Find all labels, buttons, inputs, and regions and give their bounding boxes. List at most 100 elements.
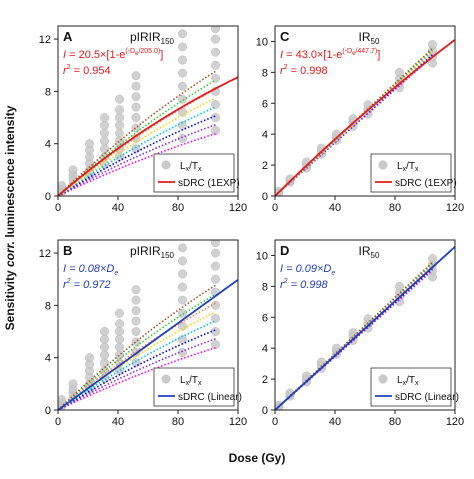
panel-title: pIRIR150 (130, 244, 175, 260)
data-point (85, 139, 94, 149)
fit-line (58, 76, 238, 196)
data-point (131, 306, 141, 316)
data-point (131, 316, 141, 326)
data-point (211, 26, 220, 34)
fit-r-squared: r2 = 0.998 (280, 64, 328, 77)
data-point (115, 334, 124, 344)
legend-fit-label: sDRC (1EXP) (395, 178, 457, 189)
x-tick-label: 0 (55, 202, 61, 214)
data-point (178, 256, 187, 266)
x-axis-label: Dose (Gy) (229, 451, 286, 465)
data-point (178, 42, 187, 52)
panel-letter: C (280, 29, 290, 44)
data-point (178, 308, 187, 318)
data-point (178, 29, 187, 39)
plot-area (275, 39, 455, 196)
aliquot-curve (58, 124, 216, 196)
data-point (131, 92, 141, 102)
data-point (131, 71, 141, 81)
y-tick-label: 12 (39, 34, 51, 46)
panel-letter: B (63, 243, 72, 258)
fit-equation: I = 20.5×[1-e(-De/205.0)] (63, 48, 163, 61)
data-point (115, 128, 124, 138)
data-point (178, 68, 187, 78)
x-tick-label: 0 (272, 416, 278, 428)
legend-box (370, 153, 452, 193)
data-point (68, 165, 78, 175)
data-point (211, 47, 220, 57)
aliquot-curve (58, 70, 216, 196)
data-point (58, 395, 67, 404)
data-point (428, 40, 437, 49)
legend-point-marker (161, 374, 171, 384)
plot-area (275, 246, 455, 410)
data-point (115, 105, 124, 115)
aliquot-curve (58, 88, 216, 196)
data-point (178, 295, 187, 305)
data-point (100, 327, 109, 336)
x-tick-label: 80 (389, 202, 401, 214)
legend-box (153, 367, 235, 407)
data-point (211, 126, 220, 136)
data-point (131, 113, 141, 122)
plot-frame (274, 25, 456, 197)
data-point (211, 34, 220, 44)
data-point (100, 128, 109, 138)
legend-box (153, 153, 235, 193)
data-point (68, 379, 78, 389)
aliquot-curve (58, 302, 216, 410)
x-tick-label: 120 (229, 202, 247, 214)
data-point (115, 308, 124, 318)
y-tick-label: 8 (45, 86, 51, 98)
x-tick-label: 40 (112, 202, 124, 214)
y-tick-label: 4 (45, 353, 51, 365)
data-point (58, 181, 67, 190)
data-point (100, 136, 109, 146)
data-point (115, 342, 124, 352)
aliquot-curve (58, 329, 216, 410)
data-point (178, 282, 187, 292)
data-point (211, 113, 220, 122)
y-tick-label: 0 (45, 405, 51, 417)
data-point (115, 94, 124, 104)
y-tick-label: 2 (262, 160, 268, 172)
legend-fit-label: sDRC (Linear) (178, 392, 242, 403)
y-tick-label: 4 (45, 139, 51, 151)
legend-points-label: Lx/Tx (397, 161, 419, 173)
x-tick-label: 80 (172, 202, 184, 214)
aliquot-curve (58, 79, 216, 196)
data-point (100, 350, 109, 360)
aliquot-curve (58, 338, 216, 410)
data-point (131, 285, 141, 295)
y-tick-label: 6 (262, 98, 268, 110)
data-point (100, 120, 109, 130)
data-point (100, 334, 109, 344)
aliquot-curve (58, 106, 216, 196)
data-point (85, 353, 94, 363)
y-tick-label: 0 (262, 405, 268, 417)
aliquot-curve (58, 115, 216, 196)
aliquot-curve (58, 346, 216, 410)
x-tick-label: 80 (172, 416, 184, 428)
data-point (178, 81, 187, 91)
panel-title: pIRIR150 (130, 30, 175, 46)
data-point (178, 94, 187, 104)
data-point (211, 240, 220, 248)
data-point (178, 55, 187, 65)
data-point (100, 113, 109, 122)
aliquot-curve (58, 293, 216, 410)
x-tick-label: 40 (329, 416, 341, 428)
data-point (211, 248, 220, 258)
panel-c: 0 40 80 120 0 2 4 6 8 10 C IR50 I = 43.0×[1-e(-De/44… (256, 25, 464, 214)
data-point (211, 261, 220, 271)
panel-title: IR50 (359, 244, 380, 260)
fit-equation: I = 43.0×[1-e(-De/447.7)] (280, 48, 380, 61)
y-tick-label: 10 (256, 250, 268, 262)
data-point (395, 67, 404, 77)
legend-points-label: Lx/Tx (397, 375, 419, 387)
data-point (131, 327, 141, 336)
data-point (211, 340, 220, 350)
